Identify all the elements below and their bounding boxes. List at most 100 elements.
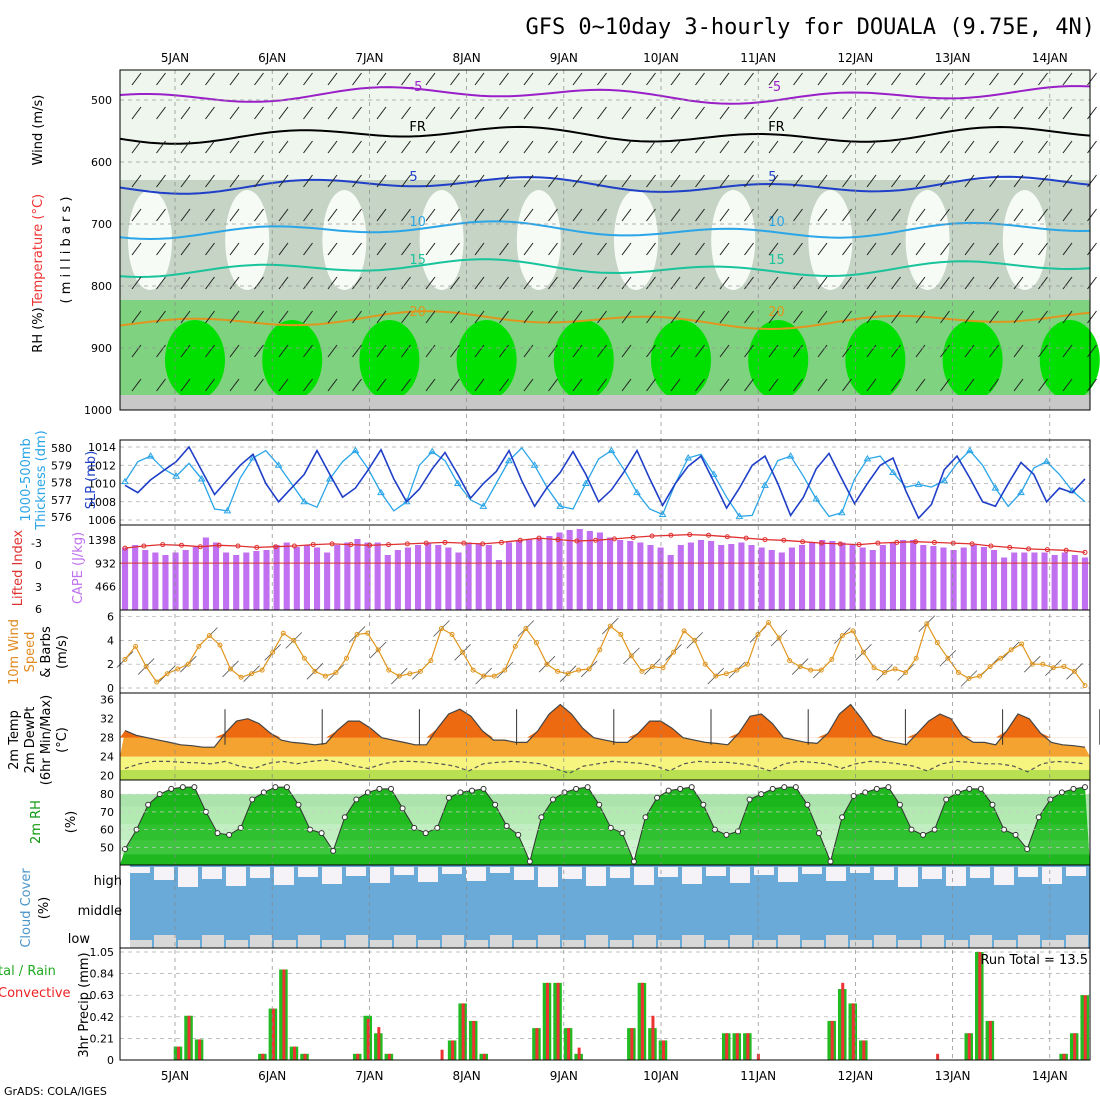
rh-marker: [122, 846, 128, 853]
wind-barb: [793, 242, 803, 256]
rh-marker: [862, 789, 869, 796]
rh-marker: [376, 785, 383, 792]
cape-bar: [637, 542, 644, 610]
cape-bar: [586, 531, 593, 610]
wind-barb: [499, 106, 509, 120]
cape-bar: [404, 547, 412, 610]
wind-barb: [768, 378, 779, 392]
wind-barb: [425, 174, 436, 188]
wind-barb: [964, 344, 975, 358]
wind-speed-marker: [1040, 661, 1046, 667]
wind-speed-marker: [502, 667, 508, 673]
rh-marker: [549, 796, 556, 803]
wind-barb: [891, 310, 901, 324]
wind-barb: [842, 72, 852, 86]
wind-speed-marker: [1008, 647, 1014, 653]
cloud-low: [202, 935, 224, 948]
cloud-low: [130, 940, 152, 948]
wind-barb: [548, 310, 558, 324]
wind-barb: [1038, 276, 1048, 290]
wind-barb: [156, 106, 166, 120]
wind-speed-marker: [512, 643, 518, 649]
wind-barb: [891, 242, 901, 256]
cloud-high-gap: [850, 867, 870, 873]
cloud-high-gap: [322, 867, 342, 884]
rh-marker: [920, 831, 927, 838]
wind-barb: [205, 140, 215, 154]
wind-barb: [376, 106, 387, 120]
wind-speed-marker: [713, 673, 719, 679]
wind-barb: [352, 276, 362, 290]
cape-bar: [677, 545, 684, 610]
rh-marker: [468, 787, 475, 794]
wind-speed-line: [124, 621, 1086, 686]
cloud-high-gap: [442, 867, 462, 874]
rh-marker: [885, 784, 892, 791]
cape-bar: [202, 537, 209, 610]
wind-barb: [1013, 140, 1024, 154]
rh-marker: [596, 801, 603, 808]
wind-barb: [572, 344, 583, 358]
wind-speed-marker: [744, 661, 750, 667]
wind-barb: [597, 72, 607, 86]
wind-barb: [940, 344, 950, 358]
li-marker: [593, 537, 599, 543]
li-line: [124, 533, 1086, 554]
wind-barb: [278, 174, 289, 188]
temp-line: [124, 703, 1086, 748]
li-marker: [950, 540, 956, 546]
wind-barb: [474, 242, 485, 256]
wind-barb: [670, 344, 681, 358]
wind-barb: [768, 242, 779, 256]
wind-barb: [1087, 378, 1097, 392]
wind-barb: [205, 242, 215, 256]
slp-ytick: 1006: [88, 514, 116, 527]
wind-barb: [597, 276, 607, 290]
thickness-marker: [351, 446, 360, 454]
wind-speed-marker: [618, 631, 624, 637]
cape-bar: [576, 529, 583, 610]
wind-barb: [376, 140, 387, 154]
rh-marker: [307, 826, 314, 833]
isotherm-label-15: 15: [409, 253, 426, 268]
cape-bar: [1071, 555, 1078, 610]
precip-convective-bar: [472, 1020, 476, 1060]
wind-barb: [646, 140, 656, 154]
wind-barb: [131, 208, 142, 222]
upper-air-ytick: 500: [91, 94, 112, 107]
precip-convective-bar: [1062, 1053, 1066, 1060]
date-label-bottom: 11JAN: [740, 1069, 776, 1083]
wind-speed-marker: [227, 666, 233, 672]
li-marker: [668, 532, 674, 538]
li-marker: [536, 535, 542, 541]
wind-barb: [719, 174, 730, 188]
wind-barb: [499, 72, 509, 86]
wind-barb: [425, 140, 436, 154]
wind-barb: [548, 72, 558, 86]
wind-barb: [1013, 106, 1024, 120]
date-label-bottom: 10JAN: [643, 1069, 679, 1083]
wind-speed-marker: [628, 653, 634, 659]
cape-bar: [819, 540, 826, 610]
cloud-label-middle: middle: [78, 904, 122, 919]
wind-barb: [621, 208, 632, 222]
wind-speed-marker: [681, 628, 687, 634]
wind-barb: [768, 344, 779, 358]
li-marker: [235, 543, 241, 549]
wind-barb: [156, 242, 166, 256]
wind-barb: [695, 242, 705, 256]
wind-barb: [646, 106, 656, 120]
wind-speed-marker: [1082, 683, 1088, 689]
rh-marker: [260, 789, 267, 796]
wind-barb: [499, 276, 509, 290]
wind-barb: [523, 174, 534, 188]
wind-barb: [891, 208, 901, 222]
cloud-low: [370, 940, 392, 948]
wind-barb: [474, 106, 485, 120]
wind-speed-marker: [533, 640, 539, 646]
wind-barb: [964, 242, 975, 256]
wind-speed-marker: [808, 667, 814, 673]
wind-barb: [131, 72, 142, 86]
wind-barb: [499, 344, 509, 358]
wind-barb: [940, 378, 950, 392]
